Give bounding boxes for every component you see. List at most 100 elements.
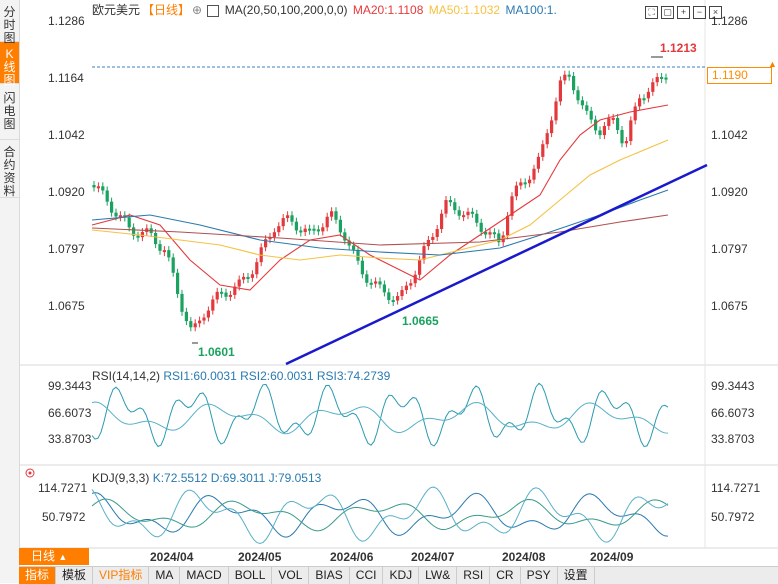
ma-config-label: MA(20,50,100,200,0,0) xyxy=(224,3,348,17)
zoom-in-icon[interactable]: + xyxy=(677,6,690,19)
candle-body xyxy=(382,284,386,293)
candle-body xyxy=(466,211,470,216)
candle-body xyxy=(435,229,439,237)
candle-body xyxy=(651,82,655,92)
rsi2-line xyxy=(91,401,669,435)
kdj-d-line xyxy=(91,498,669,532)
candle-body xyxy=(294,221,298,231)
tab-kline[interactable]: K线图 xyxy=(0,42,19,87)
candle-body xyxy=(510,196,514,216)
low-annotation-2: 1.0665 xyxy=(402,314,439,328)
kdj-settings-icon[interactable] xyxy=(25,468,35,478)
tab-timeshare[interactable]: 分时图 xyxy=(0,0,19,45)
fullscreen-icon[interactable]: ⛶ xyxy=(645,6,658,19)
close-icon[interactable]: × xyxy=(709,6,722,19)
kdj-axis-right-1: 50.7972 xyxy=(711,510,755,524)
nav-vip-indicators[interactable]: VIP指标 xyxy=(93,567,150,584)
candle-body xyxy=(176,272,180,294)
indicator-nav-bar: 指标 模板 VIP指标 MA MACD BOLL VOL BIAS CCI KDJ LW& RSI CR… xyxy=(19,566,778,584)
candle-body xyxy=(246,276,250,279)
candle-body xyxy=(523,182,527,185)
candle-body xyxy=(558,80,562,102)
candle-body xyxy=(281,218,285,227)
candle-body xyxy=(330,211,334,217)
tab-contract[interactable]: 合约资料 xyxy=(0,140,19,198)
candle-body xyxy=(299,230,303,233)
candle-body xyxy=(475,213,479,223)
nav-boll[interactable]: BOLL xyxy=(229,567,273,584)
price-axis-right-4: 1.0797 xyxy=(711,242,748,256)
candle-body xyxy=(611,117,615,120)
rsi-axis-right-2: 33.8703 xyxy=(711,432,755,446)
candle-body xyxy=(572,75,576,91)
nav-cr[interactable]: CR xyxy=(490,567,521,584)
candle-body xyxy=(638,98,642,107)
candle-body xyxy=(594,119,598,131)
candle-body xyxy=(206,310,210,318)
candle-body xyxy=(352,245,356,250)
candle-body xyxy=(457,210,461,216)
tab-lightning[interactable]: 闪电图 xyxy=(0,84,19,140)
zoom-out-icon[interactable]: − xyxy=(693,6,706,19)
kdj-k-value: K:72.5512 xyxy=(152,471,208,485)
candle-body xyxy=(198,320,202,324)
nav-rsi[interactable]: RSI xyxy=(457,567,491,584)
candle-body xyxy=(374,281,378,284)
candle-body xyxy=(629,120,633,142)
price-axis-right-5: 1.0675 xyxy=(711,299,748,313)
ma-settings-icon[interactable] xyxy=(207,4,220,17)
candle-body xyxy=(316,229,320,232)
candle-body xyxy=(220,291,224,294)
candle-body xyxy=(268,236,272,240)
candle-body xyxy=(479,222,483,232)
candle-body xyxy=(360,260,364,275)
price-axis-left-2: 1.1042 xyxy=(48,128,85,142)
candle-body xyxy=(378,281,382,285)
candle-body xyxy=(114,212,118,217)
price-axis-right-2: 1.1042 xyxy=(711,128,748,142)
ma20-value: MA20:1.1108 xyxy=(352,3,424,17)
price-axis-left-1: 1.1164 xyxy=(48,71,84,85)
nav-bias[interactable]: BIAS xyxy=(309,567,350,584)
nav-psy[interactable]: PSY xyxy=(521,567,558,584)
candle-body xyxy=(576,90,580,101)
candle-body xyxy=(343,232,347,241)
candle-body xyxy=(101,186,105,191)
candle-body xyxy=(453,202,457,211)
period-dropdown-icon: ▲ xyxy=(58,552,68,562)
candles-group xyxy=(92,70,668,332)
nav-vol[interactable]: VOL xyxy=(272,567,310,584)
rsi-axis-left-1: 66.6073 xyxy=(48,406,92,420)
candle-body xyxy=(312,228,316,231)
candle-body xyxy=(193,323,197,328)
ma-lines-group xyxy=(91,104,669,291)
candle-body xyxy=(387,292,391,301)
period-toggle-icon[interactable]: ⊕ xyxy=(192,3,203,17)
date-label-sep: 2024/09 xyxy=(590,550,634,564)
candle-body xyxy=(404,285,408,291)
nav-indicators[interactable]: 指标 xyxy=(19,567,57,584)
candle-body xyxy=(365,274,369,283)
candle-body xyxy=(506,215,510,236)
candle-body xyxy=(462,215,466,218)
nav-template[interactable]: 模板 xyxy=(56,567,94,584)
rsi1-line xyxy=(91,382,669,448)
nav-macd[interactable]: MACD xyxy=(180,567,229,584)
nav-lw[interactable]: LW& xyxy=(419,567,458,584)
nav-ma[interactable]: MA xyxy=(149,567,181,584)
candle-body xyxy=(96,186,100,189)
candle-body xyxy=(616,117,620,131)
candle-body xyxy=(563,74,567,81)
nav-kdj[interactable]: KDJ xyxy=(383,567,420,584)
restore-icon[interactable]: ▢ xyxy=(661,6,674,19)
nav-cci[interactable]: CCI xyxy=(350,567,384,584)
candle-body xyxy=(602,125,606,136)
nav-settings[interactable]: 设置 xyxy=(558,567,595,584)
candle-body xyxy=(334,211,338,220)
kdj-j-value: J:79.0513 xyxy=(268,471,322,485)
rsi-header: RSI(14,14,2) RSI1:60.0031 RSI2:60.0031 R… xyxy=(92,369,390,383)
kdj-settings-icon-dot xyxy=(28,471,32,475)
period-select-button[interactable]: 日线 ▲ xyxy=(19,548,89,565)
tab-lightning-label: 闪电图 xyxy=(3,91,16,131)
